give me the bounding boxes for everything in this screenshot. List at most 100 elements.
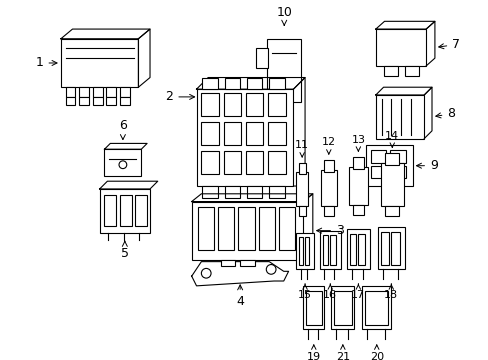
Text: 7: 7: [438, 38, 459, 51]
Bar: [246, 186, 262, 198]
Text: 15: 15: [298, 284, 311, 300]
Text: 6: 6: [119, 120, 126, 140]
Bar: [330, 286, 354, 329]
Text: 8: 8: [435, 107, 454, 120]
Bar: [100, 189, 150, 233]
Bar: [377, 227, 404, 269]
Bar: [223, 93, 241, 116]
Text: 21: 21: [335, 345, 349, 360]
Bar: [323, 206, 333, 216]
Bar: [61, 39, 138, 87]
Text: 16: 16: [323, 284, 337, 300]
Bar: [224, 77, 240, 89]
Bar: [352, 157, 364, 168]
Bar: [380, 231, 388, 265]
Text: 3: 3: [316, 224, 343, 237]
Bar: [268, 151, 285, 175]
Text: 19: 19: [306, 345, 320, 360]
Bar: [370, 150, 386, 163]
Bar: [362, 286, 390, 329]
Bar: [258, 207, 274, 250]
Bar: [383, 66, 397, 76]
Bar: [120, 97, 129, 105]
Bar: [303, 286, 324, 329]
Bar: [320, 170, 336, 206]
Bar: [375, 95, 424, 139]
Text: 10: 10: [276, 6, 291, 25]
Bar: [385, 153, 398, 165]
Bar: [267, 39, 301, 102]
Text: 4: 4: [236, 285, 244, 308]
Bar: [245, 122, 263, 145]
Bar: [348, 167, 367, 206]
Bar: [268, 122, 285, 145]
Bar: [65, 87, 75, 97]
Bar: [305, 291, 321, 325]
Bar: [366, 145, 412, 186]
Bar: [296, 172, 307, 206]
Text: 9: 9: [416, 159, 437, 172]
Bar: [375, 29, 426, 66]
Text: 12: 12: [321, 138, 335, 154]
Bar: [120, 195, 131, 226]
Bar: [346, 229, 369, 269]
Bar: [385, 206, 398, 216]
Bar: [269, 186, 284, 198]
Bar: [329, 235, 335, 265]
Bar: [358, 234, 365, 265]
Bar: [298, 163, 305, 175]
Bar: [218, 207, 234, 250]
Text: 1: 1: [36, 57, 57, 69]
Bar: [269, 77, 284, 89]
Bar: [93, 87, 102, 97]
Bar: [201, 151, 218, 175]
Bar: [197, 207, 214, 250]
Bar: [202, 186, 218, 198]
Bar: [390, 231, 399, 265]
Bar: [240, 260, 254, 266]
Bar: [322, 235, 327, 265]
Text: 18: 18: [384, 284, 398, 300]
Bar: [246, 77, 262, 89]
Bar: [104, 149, 141, 176]
Text: 5: 5: [121, 241, 128, 260]
Bar: [299, 237, 303, 265]
Bar: [201, 122, 218, 145]
Bar: [79, 97, 89, 105]
Bar: [365, 291, 387, 325]
Bar: [224, 186, 240, 198]
Bar: [93, 97, 102, 105]
Bar: [220, 260, 235, 266]
Bar: [389, 150, 405, 163]
Bar: [106, 87, 116, 97]
Text: 11: 11: [295, 140, 308, 157]
Bar: [202, 77, 218, 89]
Bar: [238, 207, 254, 250]
Bar: [245, 93, 263, 116]
Text: 20: 20: [369, 345, 383, 360]
Bar: [352, 206, 364, 215]
Bar: [191, 202, 303, 260]
Bar: [296, 233, 313, 269]
Bar: [223, 151, 241, 175]
Bar: [323, 160, 333, 171]
Bar: [65, 97, 75, 105]
Bar: [255, 49, 268, 68]
Bar: [245, 151, 263, 175]
Bar: [333, 291, 351, 325]
Bar: [196, 89, 293, 186]
Bar: [278, 207, 295, 250]
Bar: [104, 195, 116, 226]
Bar: [349, 234, 356, 265]
Bar: [305, 237, 308, 265]
Bar: [370, 166, 386, 178]
Bar: [268, 93, 285, 116]
Bar: [380, 163, 403, 206]
Bar: [120, 87, 129, 97]
Bar: [79, 87, 89, 97]
Text: 13: 13: [351, 135, 365, 151]
Bar: [223, 122, 241, 145]
Bar: [298, 206, 305, 216]
Text: 17: 17: [350, 284, 365, 300]
Bar: [106, 97, 116, 105]
